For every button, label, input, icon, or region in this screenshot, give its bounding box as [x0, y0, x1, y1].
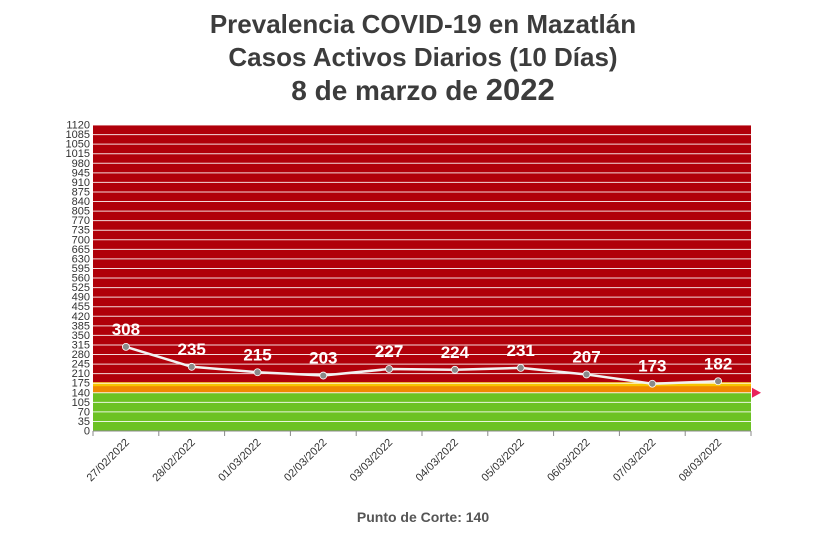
x-tick-label: 05/03/2022 [479, 437, 526, 484]
data-point [516, 363, 525, 372]
x-tick-label: 01/03/2022 [216, 437, 263, 484]
data-label: 173 [638, 357, 666, 376]
y-tick-label: 455 [72, 301, 90, 313]
data-label: 207 [572, 347, 600, 366]
y-tick-label: 1120 [66, 120, 90, 132]
x-tick-label: 06/03/2022 [545, 437, 592, 484]
data-label: 203 [309, 349, 337, 368]
y-tick-label: 385 [72, 320, 90, 332]
zone-yellow-accent [93, 382, 751, 387]
data-point [450, 365, 459, 374]
zone-orange [93, 383, 751, 393]
data-label: 215 [243, 345, 271, 364]
y-tick-label: 1085 [66, 129, 90, 141]
y-tick-label: 840 [72, 196, 90, 208]
y-axis: 0357010514017521024528031535038542045549… [66, 120, 90, 438]
data-point [319, 371, 328, 380]
y-tick-label: 595 [72, 263, 90, 275]
y-tick-label: 805 [72, 206, 90, 218]
y-tick-label: 525 [72, 282, 90, 294]
data-labels: 308 235 215 203 227 224 231 207 173 182 [112, 320, 733, 376]
y-tick-label: 770 [72, 215, 90, 227]
data-label: 182 [704, 354, 732, 373]
y-tick-label: 560 [72, 273, 90, 285]
chart-title: Prevalencia COVID-19 en Mazatlán Casos A… [0, 8, 826, 107]
y-tick-label: 70 [78, 406, 90, 418]
x-tick-label: 28/02/2022 [150, 437, 197, 484]
y-tick-label: 1015 [66, 148, 90, 160]
title-line-1: Prevalencia COVID-19 en Mazatlán [209, 9, 637, 39]
data-label: 224 [441, 343, 470, 362]
y-tick-label: 105 [72, 397, 90, 409]
cutoff-footer: Punto de Corte: 140 [356, 509, 490, 525]
cutoff-arrow [752, 387, 761, 398]
x-tick-label: 04/03/2022 [414, 437, 461, 484]
y-tick-label: 875 [72, 186, 90, 198]
y-tick-label: 945 [72, 167, 90, 179]
y-tick-label: 140 [72, 387, 90, 399]
y-tick-label: 350 [72, 330, 90, 342]
data-label: 227 [375, 342, 403, 361]
title-line-3: 8 de marzo de 2022 [0, 74, 826, 107]
title-date: 8 de marzo de [291, 75, 486, 106]
series-line [122, 342, 722, 388]
y-tick-label: 910 [72, 177, 90, 189]
y-tick-label: 245 [72, 359, 90, 371]
y-tick-label: 490 [72, 292, 90, 304]
title-line-2: Casos Activos Diarios (10 Días) [228, 42, 618, 72]
y-tick-label: 980 [72, 158, 90, 170]
data-point [582, 370, 591, 379]
data-point [253, 368, 262, 377]
title-year: 2022 [485, 72, 555, 107]
data-point [385, 365, 394, 373]
y-tick-label: 315 [72, 339, 90, 351]
y-tick-label: 700 [72, 234, 90, 246]
data-point [122, 342, 130, 351]
data-label: 235 [178, 340, 206, 359]
y-tick-label: 665 [72, 244, 90, 256]
y-tick-label: 735 [72, 225, 90, 237]
y-tick-label: 35 [78, 416, 90, 428]
data-point [714, 377, 722, 386]
data-label: 231 [507, 341, 535, 360]
x-tick-label: 03/03/2022 [348, 437, 395, 484]
y-tick-label: 630 [72, 253, 90, 265]
x-tick-label: 02/03/2022 [282, 437, 329, 484]
series-polyline [125, 345, 719, 385]
data-point [648, 379, 657, 388]
y-tick-label: 420 [72, 311, 90, 323]
data-point [187, 362, 196, 371]
y-tick-label: 175 [72, 378, 90, 390]
x-tick-label: 08/03/2022 [677, 437, 724, 484]
zone-red [93, 125, 751, 384]
y-tick-label: 210 [72, 368, 90, 380]
x-tick-label: 27/02/2022 [85, 437, 132, 484]
y-tick-label: 0 [84, 426, 90, 438]
y-tick-label: 1050 [66, 139, 90, 151]
x-tick-label: 07/03/2022 [611, 437, 658, 484]
y-tick-label: 280 [72, 349, 90, 361]
data-label: 308 [112, 320, 140, 339]
